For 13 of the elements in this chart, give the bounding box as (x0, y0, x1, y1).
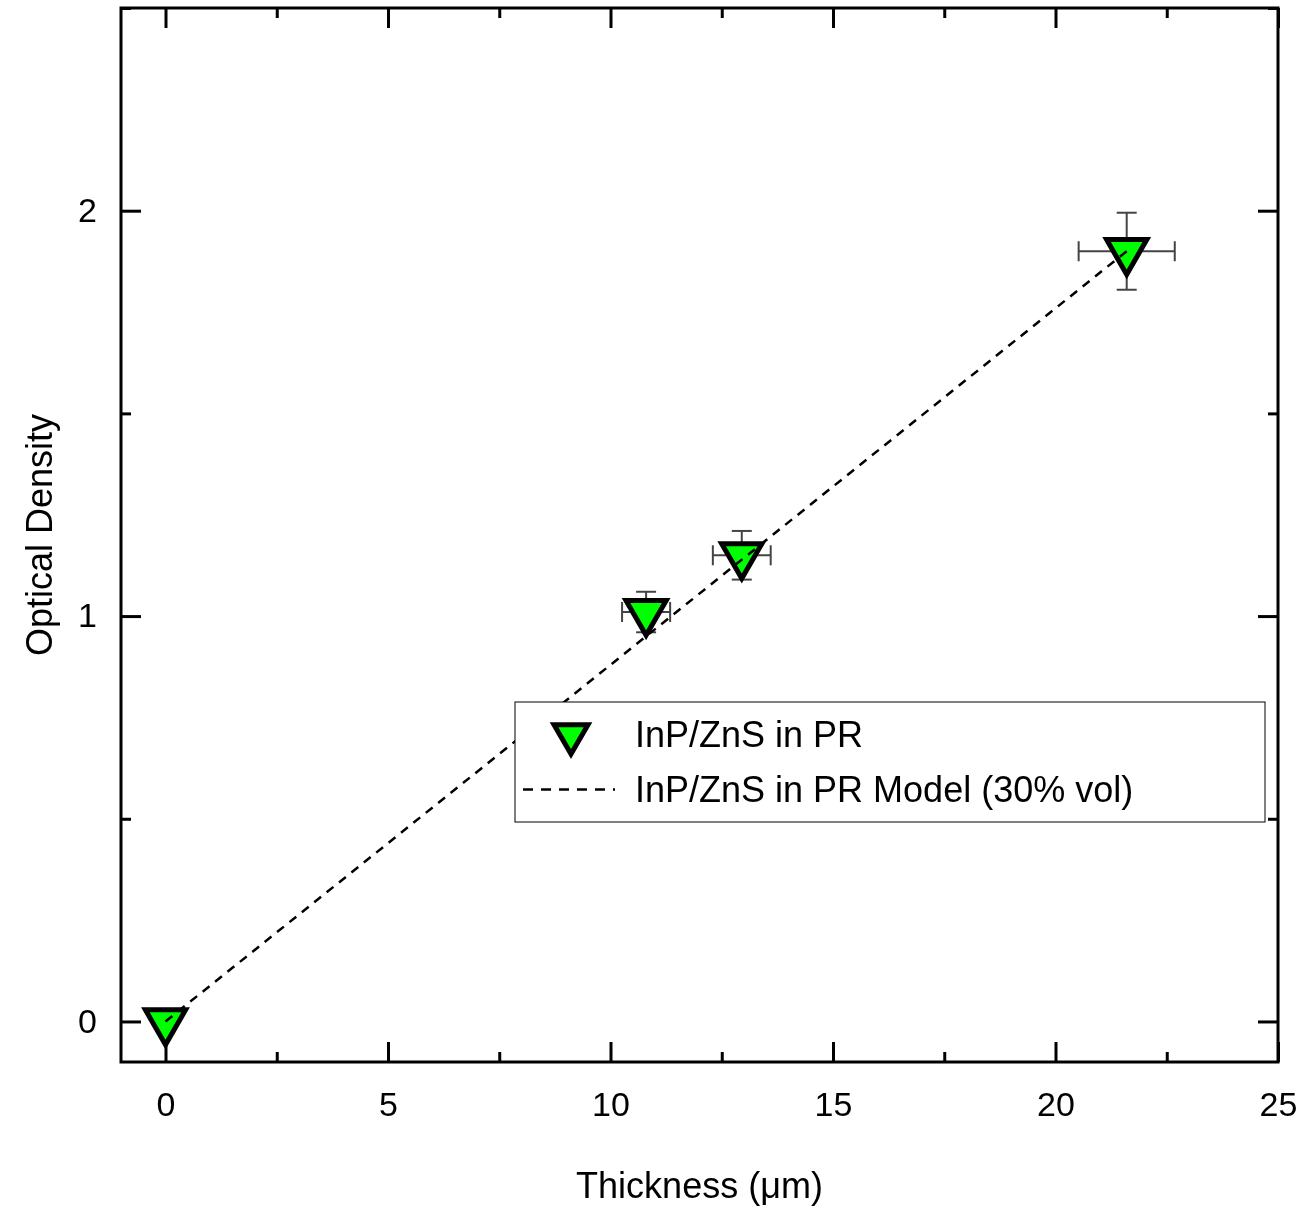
y-axis-title: Optical Density (19, 413, 60, 657)
y-tick-label: 0 (78, 1001, 97, 1040)
x-tick-label: 10 (592, 1085, 630, 1124)
x-tick-label: 20 (1037, 1085, 1075, 1124)
y-tick-label: 1 (78, 596, 97, 635)
y-tick-label: 2 (78, 191, 97, 230)
x-axis-title: Thickness (μm) (576, 1165, 823, 1206)
x-tick-label: 5 (379, 1085, 398, 1124)
legend-label: InP/ZnS in PR (635, 713, 864, 755)
x-tick-label: 15 (814, 1085, 853, 1124)
x-tick-label: 25 (1259, 1085, 1298, 1124)
x-tick-label: 0 (156, 1085, 176, 1124)
legend-label: InP/ZnS in PR Model (30% vol) (635, 768, 1134, 810)
